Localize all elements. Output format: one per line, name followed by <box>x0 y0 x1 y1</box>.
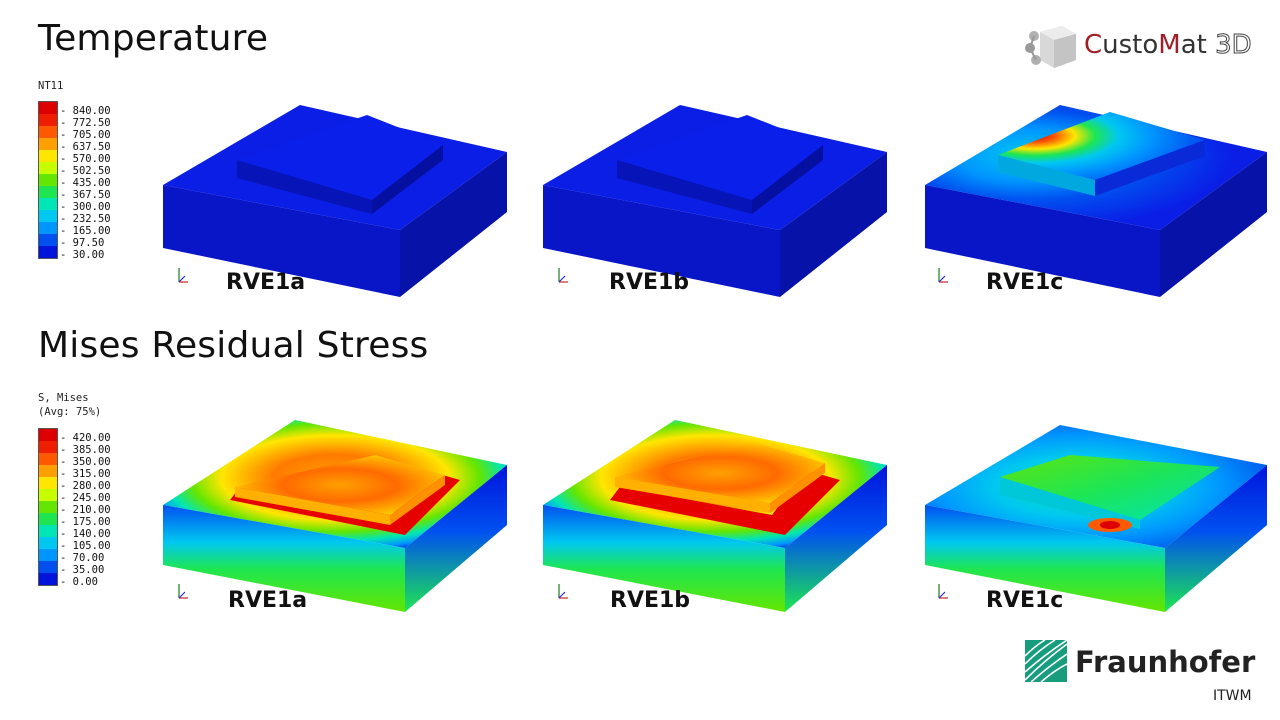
stress-label-rve1c: RVE1c <box>986 588 1064 613</box>
temperature-legend-title: NT11 <box>38 80 64 92</box>
stress-model-rve1c <box>925 425 1267 612</box>
axis-triad-icon <box>178 584 188 599</box>
legend-swatch <box>39 150 57 162</box>
legend-swatch <box>39 114 57 126</box>
stress-model-rve1b <box>543 420 887 612</box>
legend-swatch <box>39 489 57 501</box>
legend-swatch <box>39 513 57 525</box>
legend-swatch <box>39 465 57 477</box>
customat-text-2: at <box>1180 30 1207 60</box>
legend-swatch <box>39 429 57 441</box>
legend-swatch <box>39 162 57 174</box>
temp-model-rve1c <box>925 105 1267 297</box>
fraunhofer-name: Fraunhofer <box>1075 645 1256 679</box>
legend-label: 435.00 <box>72 177 111 189</box>
legend-label: 772.50 <box>72 117 111 129</box>
temp-label-rve1c: RVE1c <box>986 270 1064 295</box>
fraunhofer-sub: ITWM <box>1213 688 1252 704</box>
legend-label: 840.00 <box>72 105 111 117</box>
legend-label: 280.00 <box>72 480 111 492</box>
legend-label: 350.00 <box>72 456 111 468</box>
legend-label: 140.00 <box>72 528 111 540</box>
stress-legend-title-line1: S, Mises <box>38 392 89 404</box>
temp-label-rve1b: RVE1b <box>609 270 690 295</box>
customat-cube-icon <box>1025 26 1076 68</box>
legend-label: 210.00 <box>72 504 111 516</box>
legend-swatch <box>39 174 57 186</box>
customat-3d: 3D <box>1215 30 1253 61</box>
legend-swatch <box>39 222 57 234</box>
customat-logo: CustoMat 3D <box>1022 22 1272 72</box>
legend-swatch <box>39 453 57 465</box>
legend-label: 245.00 <box>72 492 111 504</box>
axis-triad-icon <box>178 268 188 283</box>
temperature-legend: - 840.00 - 772.50 - 705.00 - 637.50 - 57… <box>38 101 138 271</box>
legend-swatch <box>39 561 57 573</box>
legend-swatch <box>39 138 57 150</box>
legend-label: 105.00 <box>72 540 111 552</box>
legend-swatch <box>39 126 57 138</box>
legend-label: 315.00 <box>72 468 111 480</box>
legend-swatch <box>39 198 57 210</box>
legend-label: 420.00 <box>72 432 111 444</box>
axis-triad-icon <box>558 584 568 599</box>
temp-model-rve1b <box>543 105 887 297</box>
legend-label: 570.00 <box>72 153 111 165</box>
temperature-title: Temperature <box>38 18 269 59</box>
legend-label: 232.50 <box>72 213 111 225</box>
temp-model-rve1a <box>163 105 507 297</box>
legend-swatch <box>39 573 57 585</box>
legend-label: 705.00 <box>72 129 111 141</box>
legend-label: 175.00 <box>72 516 111 528</box>
stress-label-rve1b: RVE1b <box>610 588 691 613</box>
axis-triad-icon <box>558 268 568 283</box>
legend-label: 70.00 <box>72 552 105 564</box>
legend-label: 30.00 <box>72 249 105 261</box>
legend-swatch <box>39 525 57 537</box>
legend-label: 367.50 <box>72 189 111 201</box>
legend-swatch <box>39 477 57 489</box>
stress-legend-title: S, Mises (Avg: 75%) <box>38 391 101 419</box>
fraunhofer-logo-icon <box>1025 640 1067 682</box>
legend-swatch <box>39 186 57 198</box>
stress-color-bar <box>38 428 58 586</box>
legend-swatch <box>39 246 57 258</box>
customat-letter-c: C <box>1084 30 1103 60</box>
legend-swatch <box>39 501 57 513</box>
legend-swatch <box>39 537 57 549</box>
stress-label-rve1a: RVE1a <box>228 588 308 613</box>
customat-letter-m: M <box>1158 30 1181 60</box>
stress-title: Mises Residual Stress <box>38 325 429 366</box>
axis-triad-icon <box>938 268 948 283</box>
stress-legend: - 420.00 - 385.00 - 350.00 - 315.00 - 28… <box>38 428 138 598</box>
stress-legend-title-line2: (Avg: 75%) <box>38 406 102 418</box>
legend-swatch <box>39 549 57 561</box>
legend-label: 385.00 <box>72 444 111 456</box>
legend-label: 0.00 <box>72 576 98 588</box>
axis-triad-icon <box>938 584 948 599</box>
legend-swatch <box>39 210 57 222</box>
legend-swatch <box>39 441 57 453</box>
legend-label: 637.50 <box>72 141 111 153</box>
stress-model-rve1a <box>163 420 507 612</box>
legend-label: 35.00 <box>72 564 105 576</box>
legend-swatch <box>39 234 57 246</box>
legend-swatch <box>39 102 57 114</box>
legend-label: 300.00 <box>72 201 111 213</box>
legend-label: 165.00 <box>72 225 111 237</box>
temp-label-rve1a: RVE1a <box>226 270 306 295</box>
temperature-color-bar <box>38 101 58 259</box>
legend-label: 97.50 <box>72 237 105 249</box>
legend-label: 502.50 <box>72 165 111 177</box>
customat-text-1: usto <box>1102 30 1159 60</box>
